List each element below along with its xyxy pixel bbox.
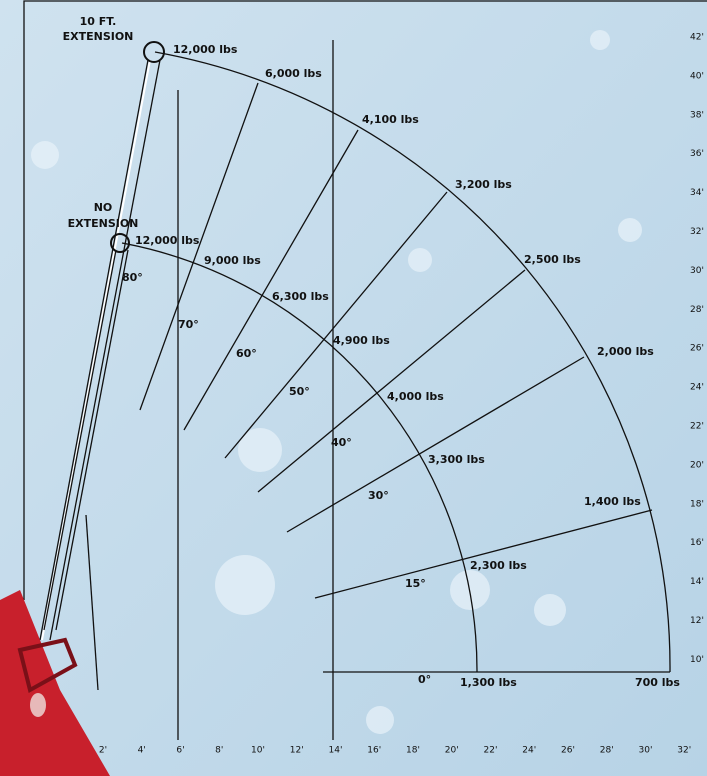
y-axis-label: 34'	[690, 188, 704, 198]
extension-label: NO	[94, 201, 113, 214]
x-axis-label: 32'	[677, 746, 691, 756]
y-axis-label: 14'	[690, 577, 704, 587]
extension-label: 10 FT.	[80, 15, 117, 28]
angle-label: 40°	[331, 436, 352, 449]
y-axis-label: 36'	[690, 149, 704, 159]
y-axis-label: 10'	[690, 655, 704, 665]
extension-label: EXTENSION	[68, 217, 139, 230]
x-axis-label: 24'	[522, 746, 536, 756]
water-drops	[31, 30, 642, 734]
x-axis-label: 10'	[251, 746, 265, 756]
inner-load-label: 4,900 lbs	[333, 334, 390, 347]
inner-load-label: 4,000 lbs	[387, 390, 444, 403]
x-axis-label: 28'	[600, 746, 614, 756]
y-axis-label: 40'	[690, 71, 704, 81]
x-axis-label: 4'	[138, 746, 146, 756]
y-axis-label: 24'	[690, 383, 704, 393]
outer-load-label: 3,200 lbs	[455, 178, 512, 191]
angle-label: 60°	[236, 347, 257, 360]
frame	[23, 0, 707, 600]
outer-load-label: 6,000 lbs	[265, 67, 322, 80]
angle-label: 70°	[178, 318, 199, 331]
outer-load-label: 2,500 lbs	[524, 253, 581, 266]
x-axis-label: 2'	[99, 746, 107, 756]
inner-load-label: 6,300 lbs	[272, 290, 329, 303]
outer-arc	[154, 51, 671, 673]
inner-load-label: 12,000 lbs	[135, 234, 200, 247]
outer-load-label: 4,100 lbs	[362, 113, 419, 126]
inner-load-label: 9,000 lbs	[204, 254, 261, 267]
inner-load-label: 2,300 lbs	[470, 559, 527, 572]
angle-label: 50°	[289, 385, 310, 398]
x-axis-label: 18'	[406, 746, 420, 756]
y-axis-label: 16'	[690, 538, 704, 548]
inner-load-label: 1,300 lbs	[460, 676, 517, 689]
x-axis-label: 16'	[367, 746, 381, 756]
x-axis-label: 30'	[639, 746, 653, 756]
y-axis-label: 28'	[690, 305, 704, 315]
radial-lines	[139, 82, 653, 599]
angle-label: 80°	[122, 271, 143, 284]
extension-label: EXTENSION	[63, 30, 134, 43]
y-axis-label: 32'	[690, 227, 704, 237]
y-axis-label: 38'	[690, 110, 704, 120]
y-axis-label: 26'	[690, 344, 704, 354]
y-axis-label: 30'	[690, 266, 704, 276]
outer-load-label: 2,000 lbs	[597, 345, 654, 358]
x-axis-label: 20'	[445, 746, 459, 756]
y-axis-label: 22'	[690, 422, 704, 432]
x-axis-label: 12'	[290, 746, 304, 756]
x-axis-label: 14'	[329, 746, 343, 756]
outer-load-label: 700 lbs	[635, 676, 680, 689]
x-axis-label: 22'	[484, 746, 498, 756]
angle-label: 30°	[368, 489, 389, 502]
boom	[0, 41, 165, 776]
angle-label: 15°	[405, 577, 426, 590]
x-axis-label: 26'	[561, 746, 575, 756]
outer-load-label: 12,000 lbs	[173, 43, 238, 56]
y-axis-label: 42'	[690, 33, 704, 43]
inner-load-label: 3,300 lbs	[428, 453, 485, 466]
x-axis-label: 6'	[176, 746, 184, 756]
outer-load-label: 1,400 lbs	[584, 495, 641, 508]
y-axis-label: 12'	[690, 616, 704, 626]
angle-label: 0°	[418, 673, 431, 686]
y-axis-label: 18'	[690, 499, 704, 509]
y-axis-label: 20'	[690, 460, 704, 470]
x-axis-label: 8'	[215, 746, 223, 756]
